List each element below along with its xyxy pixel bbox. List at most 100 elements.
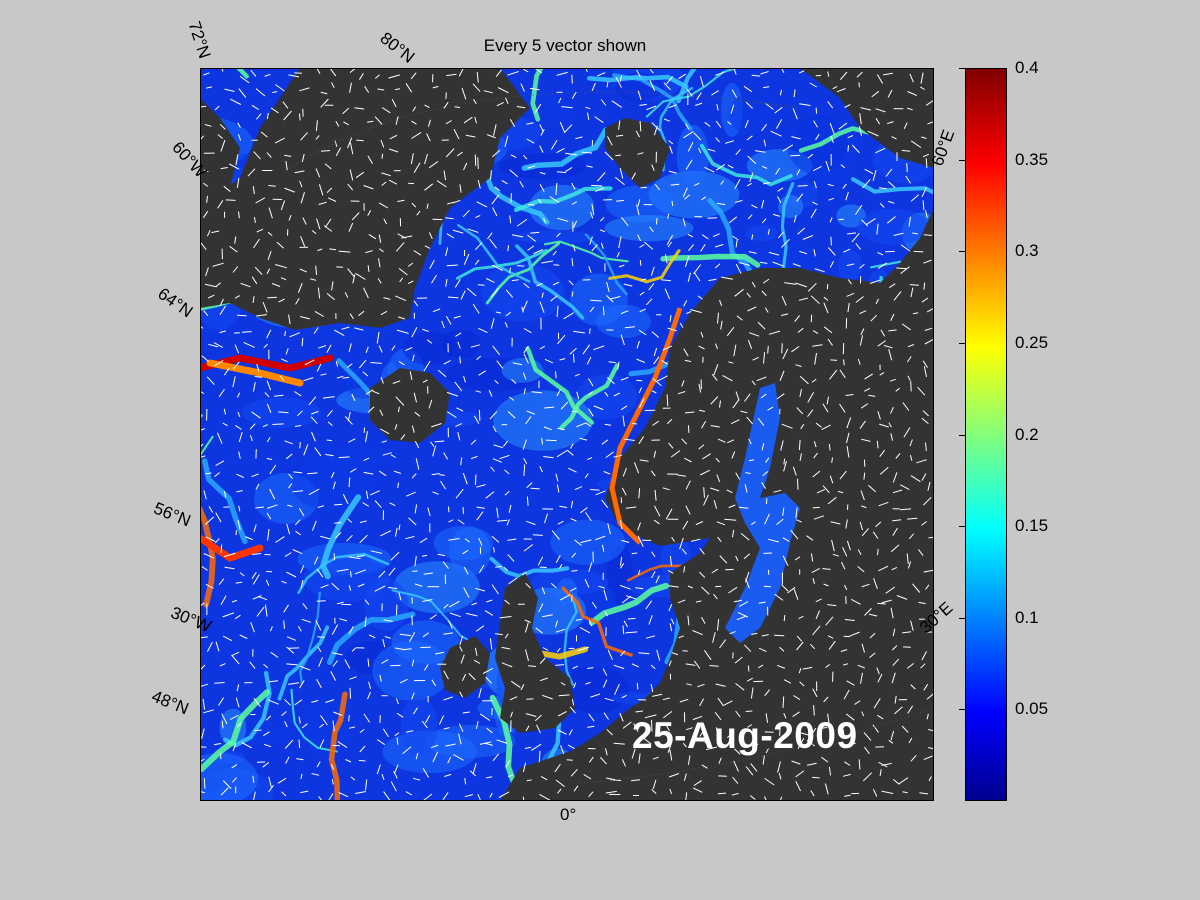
- current-vector: [379, 409, 384, 416]
- current-vector: [616, 251, 620, 258]
- current-vector: [476, 72, 479, 83]
- current-vector: [606, 728, 613, 736]
- current-vector: [485, 491, 495, 499]
- current-vector: [661, 360, 668, 365]
- current-vector: [573, 330, 585, 334]
- current-vector: [267, 250, 272, 260]
- current-vector: [473, 659, 481, 664]
- current-vector: [358, 73, 364, 80]
- current-vector: [334, 329, 345, 337]
- current-vector: [319, 535, 331, 540]
- current-vector: [621, 216, 629, 227]
- current-vector: [476, 355, 482, 361]
- current-vector: [859, 263, 865, 269]
- current-vector: [234, 295, 241, 299]
- current-vector: [452, 229, 464, 234]
- current-vector: [495, 311, 502, 314]
- current-vector: [541, 292, 544, 298]
- current-vector: [670, 450, 681, 458]
- current-vector: [582, 344, 591, 355]
- current-vector: [813, 181, 817, 189]
- current-vector: [288, 473, 294, 480]
- current-vector: [776, 393, 785, 400]
- current-vector: [474, 242, 483, 251]
- current-vector: [406, 491, 416, 497]
- current-vector: [398, 316, 405, 320]
- current-vector: [743, 644, 752, 653]
- current-vector: [296, 758, 304, 761]
- current-vector: [381, 172, 391, 177]
- current-vector: [381, 181, 387, 186]
- current-vector: [762, 165, 768, 169]
- current-vector: [496, 101, 504, 107]
- current-vector: [255, 506, 264, 509]
- current-vector: [715, 71, 725, 76]
- current-vector: [719, 555, 728, 564]
- current-vector: [365, 779, 368, 791]
- current-vector: [255, 197, 266, 204]
- current-vector: [557, 711, 567, 717]
- current-vector: [489, 792, 493, 798]
- current-vector: [357, 583, 365, 588]
- current-vector: [237, 314, 247, 317]
- current-vector: [586, 165, 593, 168]
- current-vector: [527, 165, 536, 169]
- current-vector: [864, 373, 873, 380]
- current-vector: [215, 641, 220, 652]
- current-vector: [922, 410, 929, 417]
- current-vector: [364, 86, 370, 93]
- current-vector: [649, 80, 656, 92]
- current-vector: [539, 345, 545, 350]
- current-vector: [463, 375, 466, 383]
- current-vector: [867, 130, 879, 137]
- current-vector: [849, 631, 860, 637]
- current-vector: [898, 777, 909, 785]
- ocean-patch: [745, 225, 778, 242]
- current-vector: [720, 180, 725, 185]
- current-vector: [735, 555, 739, 562]
- current-vector: [432, 751, 439, 763]
- current-vector: [522, 68, 529, 73]
- current-streak: [200, 689, 271, 773]
- current-vector: [735, 710, 741, 718]
- current-vector: [845, 713, 855, 721]
- current-vector: [533, 249, 544, 255]
- current-vector: [315, 168, 321, 178]
- current-vector: [253, 238, 260, 249]
- current-vector: [761, 199, 765, 209]
- current-vector: [295, 425, 302, 427]
- current-vector: [872, 788, 878, 797]
- current-vector: [446, 391, 458, 397]
- current-vector: [326, 439, 332, 442]
- current-vector: [631, 663, 639, 668]
- current-vector: [738, 601, 749, 607]
- current-vector: [438, 715, 445, 725]
- current-vector: [773, 489, 782, 493]
- current-vector: [388, 148, 399, 153]
- current-vector: [422, 767, 430, 778]
- current-vector: [203, 709, 214, 714]
- current-vector: [759, 261, 768, 264]
- current-vector: [471, 602, 478, 606]
- current-vector: [338, 456, 350, 459]
- current-vector: [478, 564, 485, 573]
- current-vector: [203, 490, 207, 500]
- current-vector: [698, 345, 705, 350]
- current-vector: [798, 70, 805, 74]
- current-vector: [892, 628, 896, 637]
- current-vector: [879, 203, 885, 208]
- current-vector: [355, 171, 365, 179]
- current-vector: [570, 500, 574, 509]
- current-vector: [864, 608, 872, 616]
- current-vector: [613, 392, 620, 397]
- current-vector: [284, 330, 287, 337]
- current-vector: [781, 295, 787, 306]
- current-vector: [892, 658, 900, 667]
- current-vector: [364, 599, 370, 605]
- current-vector: [296, 410, 303, 417]
- current-vector: [568, 280, 574, 286]
- current-vector: [901, 149, 911, 152]
- current-vector: [607, 136, 613, 146]
- current-vector: [765, 748, 769, 754]
- current-vector: [699, 469, 711, 476]
